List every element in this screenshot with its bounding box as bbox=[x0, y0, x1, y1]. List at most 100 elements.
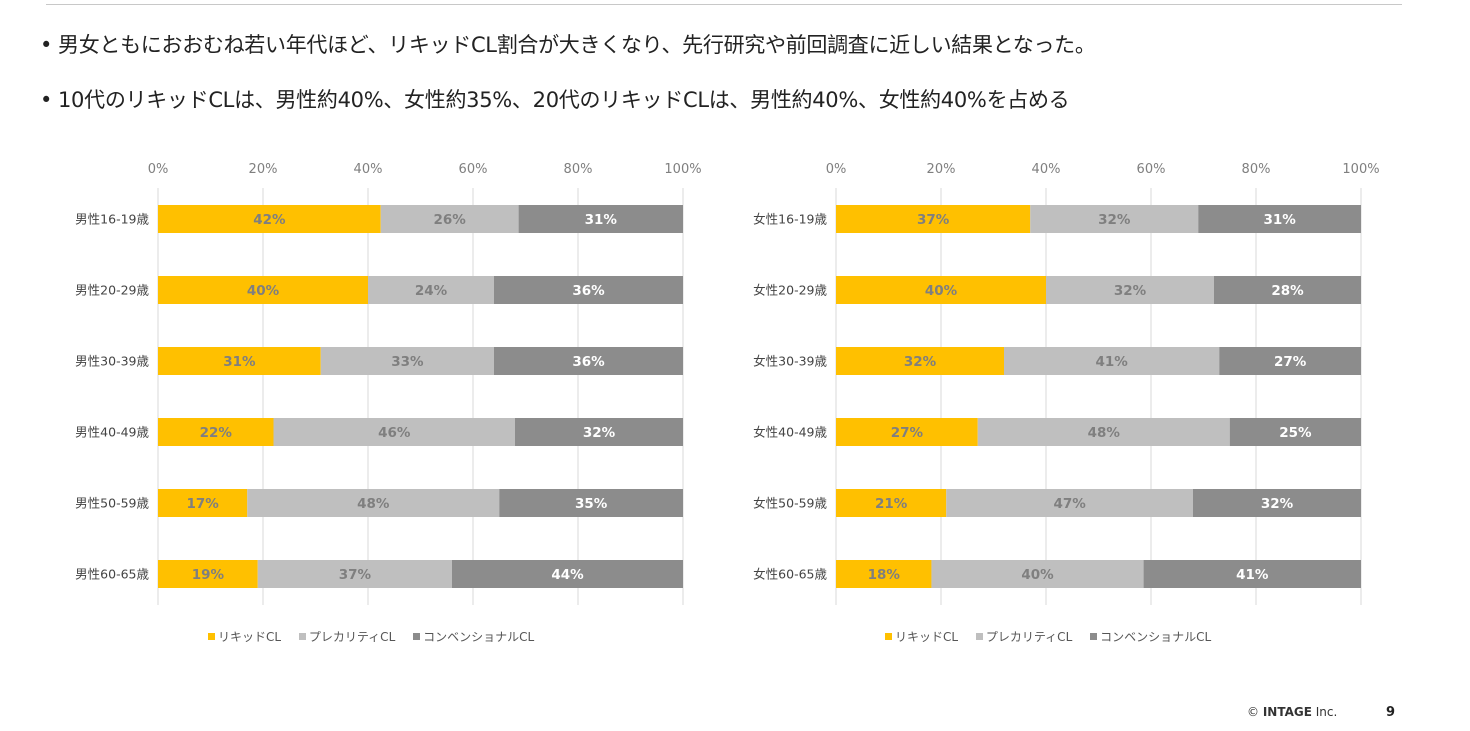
male-bar-segment-precarity bbox=[368, 276, 494, 304]
male-category-label: 男性20-29歳 bbox=[75, 283, 149, 298]
female-data-label: 32% bbox=[1261, 496, 1294, 512]
summary-bullets: • 男女ともにおおむね若い年代ほど、リキッドCL割合が大きくなり、先行研究や前回調… bbox=[40, 30, 1096, 140]
female-bar-segment-conventional bbox=[1219, 347, 1361, 375]
female-bar-segment-precarity bbox=[1046, 276, 1214, 304]
male-data-label: 33% bbox=[391, 354, 424, 370]
female-bar-segment-liquid bbox=[836, 418, 978, 446]
female-tick-label: 40% bbox=[1032, 162, 1061, 177]
male-tick-label: 20% bbox=[249, 162, 278, 177]
female-category-label: 女性16-19歳 bbox=[753, 212, 827, 227]
male-bar-segment-liquid bbox=[158, 276, 368, 304]
legend-label: リキッドCL bbox=[895, 630, 959, 644]
female-bar-segment-conventional bbox=[1214, 276, 1361, 304]
company-name: INTAGE bbox=[1262, 705, 1312, 719]
legend-item-precarity: プレカリティCL bbox=[298, 628, 395, 645]
male-category-label: 男性50-59歳 bbox=[75, 496, 149, 511]
male-chart-svg: 0% 20% 40% 60% 80% 100% 男性16-19歳 42% 26% 31% 男性20-… bbox=[75, 162, 702, 605]
legend-swatch-precarity bbox=[298, 633, 306, 640]
female-tick-label: 80% bbox=[1242, 162, 1271, 177]
legend-label: コンベンショナルCL bbox=[423, 630, 535, 644]
female-data-label: 48% bbox=[1088, 425, 1121, 441]
male-bar-segment-precarity bbox=[320, 347, 494, 375]
female-bar-segment-precarity bbox=[977, 418, 1230, 446]
female-data-label: 27% bbox=[891, 425, 924, 441]
female-data-label: 41% bbox=[1236, 567, 1269, 583]
female-tick-label: 60% bbox=[1137, 162, 1166, 177]
legend-swatch-liquid bbox=[885, 633, 892, 640]
male-tick-label: 0% bbox=[148, 162, 169, 177]
male-data-label: 44% bbox=[551, 567, 584, 583]
male-bar-segment-liquid bbox=[158, 347, 321, 375]
male-bar-segment-liquid bbox=[158, 205, 381, 233]
female-category-label: 女性40-49歳 bbox=[753, 425, 827, 440]
female-category-label: 女性20-29歳 bbox=[753, 283, 827, 298]
female-category-label: 女性30-39歳 bbox=[753, 354, 827, 369]
legend-item-conventional: コンベンショナルCL bbox=[1090, 628, 1211, 645]
legend-swatch-conventional bbox=[1090, 633, 1098, 640]
female-bar-segment-precarity bbox=[931, 560, 1144, 588]
male-data-label: 19% bbox=[192, 567, 225, 583]
company-suffix: Inc. bbox=[1315, 705, 1338, 719]
female-chart-legend: リキッドCL プレカリティCL コンベンショナルCL bbox=[885, 628, 1225, 645]
male-category-label: 男性60-65歳 bbox=[75, 567, 149, 582]
male-stacked-bar-chart: 0% 20% 40% 60% 80% 100% 男性16-19歳 42% 26% 31% 男性20-… bbox=[40, 150, 710, 610]
female-data-label: 47% bbox=[1053, 496, 1086, 512]
female-stacked-bar-chart: 0% 20% 40% 60% 80% 100% 女性16-19歳 37% 32% 31% 女性20-… bbox=[718, 150, 1388, 610]
male-data-label: 22% bbox=[200, 425, 233, 441]
female-bar-segment-liquid bbox=[836, 489, 947, 517]
male-data-label: 24% bbox=[415, 283, 448, 299]
male-data-label: 36% bbox=[572, 283, 605, 299]
female-bar-segment-liquid bbox=[836, 205, 1031, 233]
male-data-label: 31% bbox=[585, 212, 618, 228]
male-bar-segment-precarity bbox=[380, 205, 519, 233]
female-data-label: 27% bbox=[1274, 354, 1307, 370]
male-data-label: 35% bbox=[575, 496, 608, 512]
legend-label: プレカリティCL bbox=[985, 630, 1073, 644]
female-bar-segment-precarity bbox=[946, 489, 1193, 517]
male-tick-label: 80% bbox=[564, 162, 593, 177]
female-data-label: 18% bbox=[868, 567, 901, 583]
male-bar-segment-conventional bbox=[515, 418, 683, 446]
male-data-label: 17% bbox=[186, 496, 219, 512]
bullet-marker: • bbox=[40, 33, 53, 57]
legend-swatch-liquid bbox=[208, 633, 215, 640]
female-data-label: 21% bbox=[875, 496, 908, 512]
female-tick-label: 100% bbox=[1342, 162, 1379, 177]
male-data-label: 31% bbox=[223, 354, 256, 370]
male-tick-label: 60% bbox=[459, 162, 488, 177]
female-bar-segment-conventional bbox=[1193, 489, 1361, 517]
female-data-label: 40% bbox=[1021, 567, 1054, 583]
legend-item-liquid: リキッドCL bbox=[885, 628, 958, 645]
page-number: 9 bbox=[1386, 705, 1396, 720]
male-data-label: 48% bbox=[357, 496, 390, 512]
legend-swatch-conventional bbox=[413, 633, 421, 640]
legend-item-liquid: リキッドCL bbox=[208, 628, 281, 645]
female-data-label: 28% bbox=[1271, 283, 1304, 299]
female-bar-segment-precarity bbox=[1004, 347, 1220, 375]
female-bar-segment-conventional bbox=[1229, 418, 1361, 446]
male-bar-segment-precarity bbox=[257, 560, 452, 588]
male-bar-segment-conventional bbox=[494, 347, 683, 375]
bullet-1-text: 男女ともにおおむね若い年代ほど、リキッドCL割合が大きくなり、先行研究や前回調査… bbox=[58, 33, 1096, 57]
copyright-symbol: © bbox=[1247, 705, 1259, 719]
male-bar-segment-liquid bbox=[158, 560, 258, 588]
female-bar-segment-conventional bbox=[1198, 205, 1361, 233]
bullet-2: • 10代のリキッドCLは、男性約40%、女性約35%、20代のリキッドCLは、男… bbox=[40, 85, 1096, 115]
female-bar-segment-precarity bbox=[1030, 205, 1199, 233]
legend-item-precarity: プレカリティCL bbox=[975, 628, 1073, 645]
male-bar-segment-precarity bbox=[247, 489, 500, 517]
female-data-label: 32% bbox=[1098, 212, 1131, 228]
male-data-label: 26% bbox=[434, 212, 467, 228]
female-data-label: 32% bbox=[1114, 283, 1147, 299]
bullet-marker: • bbox=[40, 88, 53, 112]
male-bar-segment-conventional bbox=[494, 276, 683, 304]
male-data-label: 40% bbox=[247, 283, 280, 299]
female-data-label: 40% bbox=[925, 283, 958, 299]
female-data-label: 41% bbox=[1095, 354, 1128, 370]
female-data-label: 31% bbox=[1263, 212, 1296, 228]
bullet-1: • 男女ともにおおむね若い年代ほど、リキッドCL割合が大きくなり、先行研究や前回調… bbox=[40, 30, 1096, 60]
female-bar-segment-conventional bbox=[1143, 560, 1361, 588]
male-data-label: 42% bbox=[253, 212, 286, 228]
legend-label: コンベンショナルCL bbox=[1100, 630, 1212, 644]
male-category-label: 男性30-39歳 bbox=[75, 354, 149, 369]
